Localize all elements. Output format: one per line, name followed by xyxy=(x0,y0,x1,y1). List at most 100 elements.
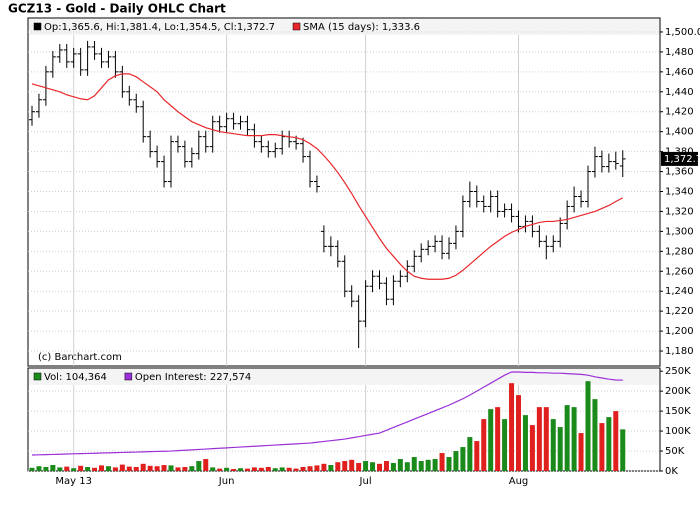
y-tick-label: 1,460 xyxy=(665,67,694,78)
legend-swatch xyxy=(33,372,42,381)
volume-bar xyxy=(105,466,111,471)
volume-bar xyxy=(175,467,181,471)
volume-bar xyxy=(606,417,612,471)
volume-bar xyxy=(314,465,320,471)
volume-bar xyxy=(328,465,334,471)
volume-bar xyxy=(370,462,376,471)
price-legend-band xyxy=(29,19,659,35)
volume-bar xyxy=(272,468,278,471)
volume-bar xyxy=(536,407,542,471)
volume-bar xyxy=(495,407,501,471)
volume-bar xyxy=(126,466,132,471)
volume-bar xyxy=(599,423,605,471)
volume-bar xyxy=(293,468,299,471)
y-tick-label: 1,340 xyxy=(665,187,694,198)
volume-bar xyxy=(502,419,508,471)
volume-bar xyxy=(78,465,84,471)
volume-bar xyxy=(168,465,174,471)
y-tick-label: 1,500.0 xyxy=(665,27,700,38)
volume-bar xyxy=(189,466,195,471)
volume-bar xyxy=(390,463,396,471)
volume-bar xyxy=(481,419,487,471)
y-tick-label: 1,280 xyxy=(665,246,694,257)
y-tick-label: 50K xyxy=(665,446,685,457)
chart-title: GCZ13 - Gold - Daily OHLC Chart xyxy=(8,2,226,16)
volume-bar xyxy=(36,466,42,471)
volume-bar xyxy=(377,463,382,471)
volume-bar xyxy=(446,457,452,471)
x-tick-label: Aug xyxy=(509,476,529,487)
volume-bar xyxy=(99,465,104,471)
volume-bar xyxy=(564,405,570,471)
volume-bar xyxy=(613,411,619,471)
volume-bar xyxy=(161,465,167,471)
volume-bar xyxy=(217,468,223,471)
volume-bar xyxy=(516,395,521,471)
volume-bar xyxy=(397,459,403,471)
volume-bar xyxy=(57,467,63,471)
legend-label: Vol: 104,364 xyxy=(44,372,107,383)
series-line xyxy=(31,73,624,280)
volume-bar xyxy=(203,459,209,471)
volume-bar xyxy=(425,459,431,471)
x-tick-label: May 13 xyxy=(55,476,92,487)
volume-bar xyxy=(64,466,70,471)
y-tick-label: 1,200 xyxy=(665,326,694,337)
legend-swatch xyxy=(124,372,133,381)
volume-bar xyxy=(112,467,118,471)
volume-bar xyxy=(460,447,466,471)
y-tick-label: 1,320 xyxy=(665,206,694,217)
volume-bar xyxy=(383,461,389,471)
volume-bar xyxy=(342,461,348,471)
volume-bar xyxy=(279,467,285,471)
y-tick-label: 200K xyxy=(665,386,691,397)
volume-bar xyxy=(509,383,515,471)
volume-bar xyxy=(543,407,549,471)
series-line xyxy=(31,371,623,456)
legend-label: SMA (15 days): 1,333.6 xyxy=(303,22,420,33)
y-tick-label: 1,220 xyxy=(665,306,694,317)
volume-bar xyxy=(307,466,313,471)
volume-bar xyxy=(133,467,139,471)
volume-bar xyxy=(265,467,271,471)
volume-bar xyxy=(349,459,355,471)
volume-bar xyxy=(182,467,188,471)
volume-bar xyxy=(238,468,243,471)
volume-bar xyxy=(147,465,153,471)
volume-bar xyxy=(439,453,445,471)
volume-bar xyxy=(411,457,417,471)
volume-bar xyxy=(92,467,98,471)
volume-bar xyxy=(210,467,216,471)
y-tick-label: 1,400 xyxy=(665,127,694,138)
last-price-label: 1,372.7 xyxy=(664,154,700,165)
volume-bar xyxy=(119,464,125,471)
volume-bar xyxy=(29,467,35,471)
volume-bar xyxy=(140,463,146,471)
volume-bar xyxy=(258,467,264,471)
volume-bar xyxy=(356,463,362,471)
y-tick-label: 150K xyxy=(665,406,691,417)
volume-bar xyxy=(529,425,535,471)
y-tick-label: 1,440 xyxy=(665,87,694,98)
y-tick-label: 1,420 xyxy=(665,107,694,118)
volume-bar xyxy=(488,409,494,471)
volume-bar xyxy=(418,461,424,471)
y-tick-label: 250K xyxy=(665,366,691,377)
volume-bar xyxy=(571,407,577,471)
volume-bar xyxy=(224,467,230,471)
y-tick-label: 1,360 xyxy=(665,167,694,178)
volume-bar xyxy=(585,381,591,471)
volume-bar xyxy=(231,469,237,471)
volume-bar xyxy=(286,467,292,471)
legend-label: Open Interest: 227,574 xyxy=(135,372,251,383)
volume-legend-band xyxy=(29,369,659,385)
copyright: (c) Barchart.com xyxy=(38,352,122,363)
volume-bar xyxy=(522,415,528,471)
volume-bar xyxy=(404,462,410,471)
y-tick-label: 100K xyxy=(665,426,691,437)
legend-label: Op:1,365.6, Hi:1,381.4, Lo:1,354.5, Cl:1… xyxy=(44,22,275,33)
volume-bar xyxy=(244,468,250,471)
x-tick-label: Jul xyxy=(359,476,372,487)
